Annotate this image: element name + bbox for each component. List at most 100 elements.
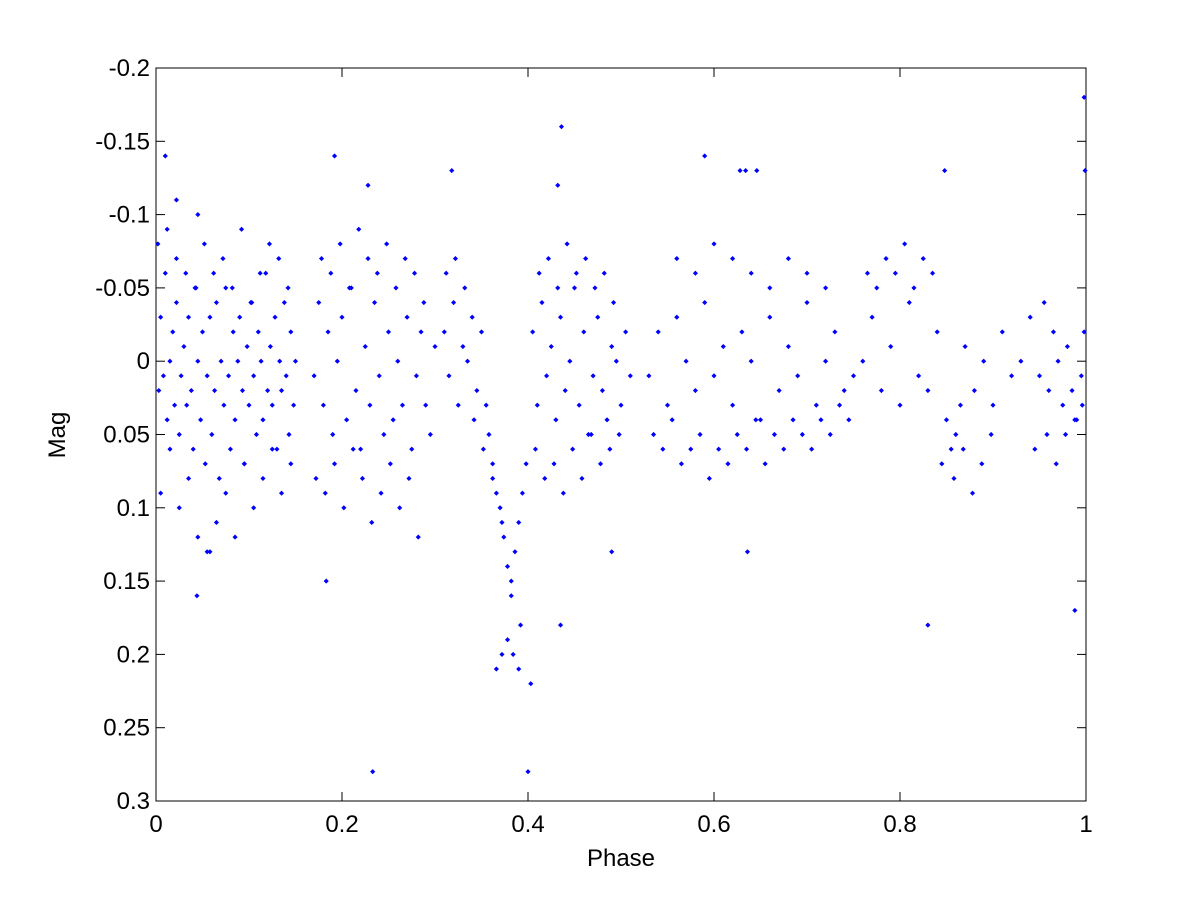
data-point [316,299,322,306]
data-point [702,153,708,159]
data-point [162,270,168,276]
data-point [720,343,726,350]
data-point [238,226,245,232]
data-point [692,387,698,394]
data-point [167,358,173,364]
data-point [730,256,736,262]
y-tick-label: -0.15 [95,128,150,155]
data-point [1064,343,1070,350]
data-point [925,387,931,394]
data-point [411,270,418,276]
data-point [353,387,359,394]
data-point [160,373,167,379]
data-point [588,431,594,438]
data-point [767,285,773,291]
data-point [525,769,531,775]
y-tick-label: 0.1 [117,495,150,522]
data-point [230,329,236,335]
data-point [1072,417,1078,423]
data-point [512,549,518,555]
data-point [181,343,187,350]
data-point [237,314,243,320]
data-point [331,153,338,159]
data-point [387,461,393,467]
data-point [185,314,192,320]
y-tick-label: -0.2 [109,55,150,82]
data-point [365,256,371,262]
data-point [878,387,884,394]
data-point [493,490,499,496]
data-point [1027,314,1033,320]
data-point [365,182,371,188]
data-point [155,241,161,247]
data-point [404,314,410,320]
data-point [213,299,220,306]
data-point [320,402,326,408]
data-point [194,593,200,599]
data-point [325,329,331,335]
data-point [1055,358,1061,364]
data-point [555,182,561,188]
data-point [223,285,229,291]
data-point [969,490,976,496]
data-point [804,270,810,276]
data-point [683,358,689,364]
data-point [504,563,511,570]
x-tick-label: 0.2 [325,811,358,838]
data-point [164,226,170,232]
data-point [519,490,525,496]
data-point [223,490,229,496]
data-point [1072,607,1078,613]
data-point [623,329,629,335]
data-point [1036,373,1043,379]
y-tick-label: -0.05 [95,275,150,302]
data-point [874,285,880,291]
data-point [158,490,164,496]
data-point [499,651,505,657]
data-point [771,431,778,438]
data-point [576,402,582,408]
data-point [371,299,378,306]
data-point [960,446,966,452]
data-point [618,402,624,408]
data-point [1060,402,1066,408]
data-point [711,373,717,379]
data-point [409,446,415,452]
data-point [1032,446,1038,452]
data-point [688,446,694,452]
data-point [781,446,787,452]
data-point [739,329,745,335]
data-point [162,153,168,159]
data-point [544,373,550,379]
data-point [207,549,213,555]
data-point [692,270,698,276]
x-tick-label: 0.4 [511,811,544,838]
data-point [201,241,207,247]
data-point [178,373,184,379]
data-point [599,387,605,394]
data-point [285,285,291,291]
data-point [198,417,204,423]
data-point [359,475,366,482]
data-point [393,285,399,291]
data-point [902,241,908,247]
data-point [590,373,596,379]
data-point [988,431,994,438]
data-point [451,299,457,306]
data-point [646,373,652,379]
data-point [452,256,459,262]
data-point [265,387,271,394]
data-point [583,256,589,262]
data-point [532,446,539,452]
data-point [257,270,263,276]
data-point [1069,387,1075,394]
data-point [597,461,604,467]
data-point [239,387,246,394]
data-point [192,285,198,291]
data-point [269,446,275,452]
data-point [278,387,285,394]
data-point [323,578,329,584]
data-point [212,387,218,394]
data-point [204,373,210,379]
